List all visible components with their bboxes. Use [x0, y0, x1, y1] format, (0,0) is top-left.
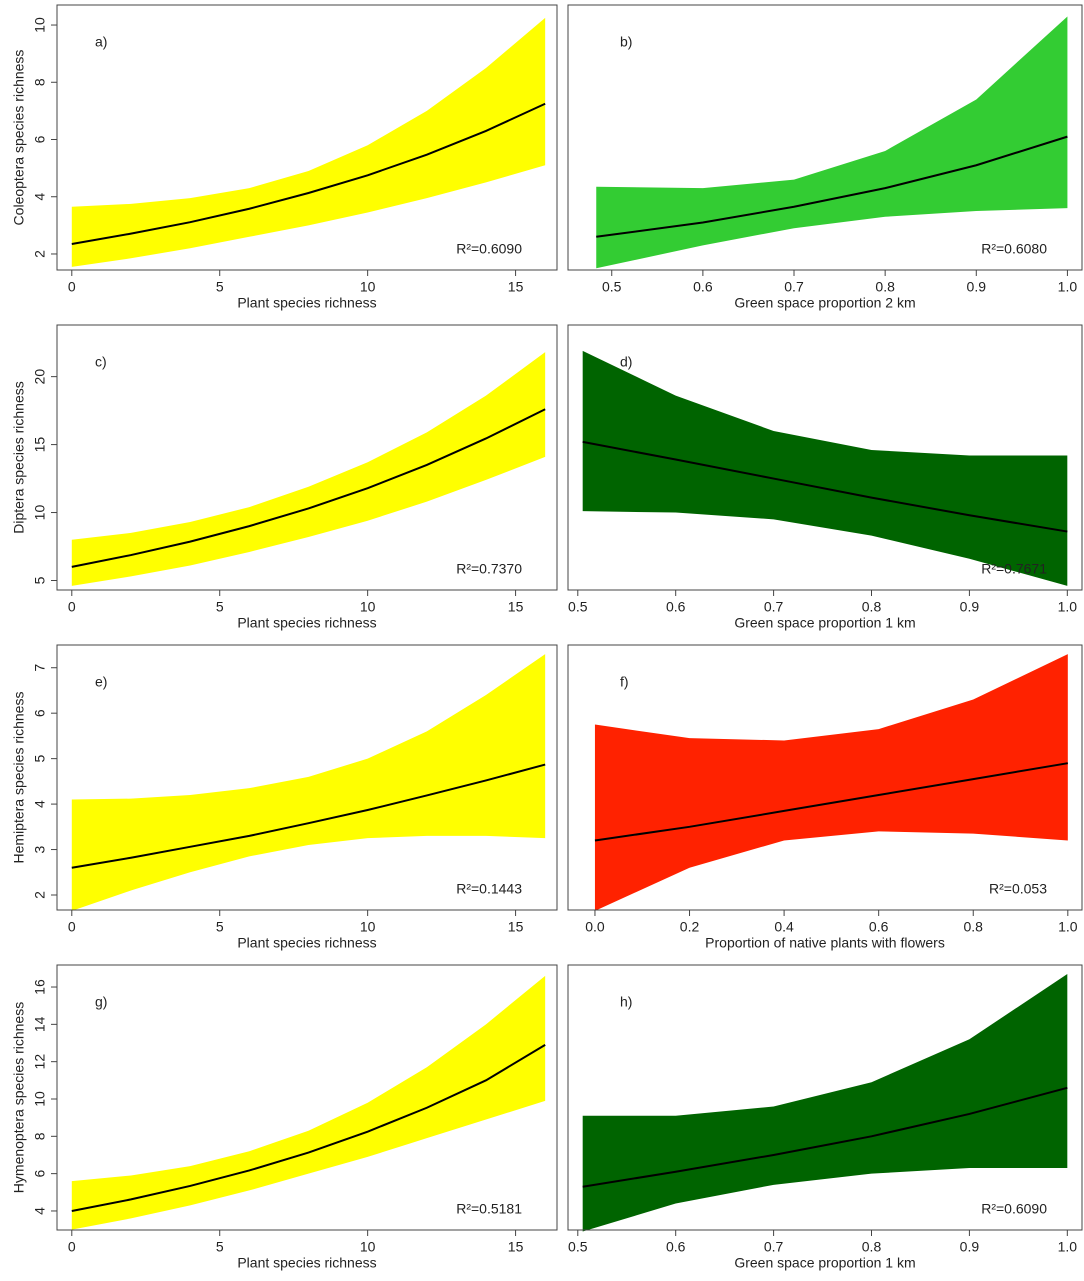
x-tick-label: 0.8 — [862, 599, 882, 615]
x-tick-label: 0.9 — [960, 599, 980, 615]
y-tick-label: 16 — [32, 979, 48, 995]
x-tick-label: 15 — [508, 279, 524, 295]
x-tick-label: 0 — [68, 919, 76, 935]
x-tick-label: 0.6 — [869, 919, 889, 935]
x-tick-label: 10 — [360, 599, 376, 615]
y-tick-label: 6 — [32, 1170, 48, 1178]
r-squared: R²=0.7671 — [981, 561, 1047, 577]
x-tick-label: 0.4 — [774, 919, 794, 935]
confidence-band — [72, 352, 545, 586]
y-tick-label: 15 — [32, 437, 48, 453]
figure: 0 5 10 15 Plant species richness 2 4 6 8 10 Coleop… — [0, 0, 1084, 1281]
r-squared: R²=0.6080 — [981, 241, 1047, 257]
x-axis-label: Green space proportion 1 km — [734, 1255, 915, 1271]
x-tick-label: 0.9 — [960, 1239, 980, 1255]
x-tick-label: 0.8 — [875, 279, 895, 295]
x-tick-label: 15 — [508, 1239, 524, 1255]
x-tick-label: 10 — [360, 1239, 376, 1255]
x-tick-label: 0.5 — [568, 599, 588, 615]
panel-label: e) — [95, 674, 107, 690]
y-tick-label: 7 — [32, 664, 48, 672]
x-tick-label: 1.0 — [1058, 279, 1078, 295]
x-tick-label: 5 — [216, 279, 224, 295]
x-tick-label: 0.8 — [964, 919, 984, 935]
panel-label: h) — [620, 994, 632, 1010]
y-tick-label: 10 — [32, 505, 48, 521]
panel-label: b) — [620, 34, 632, 50]
y-tick-label: 6 — [32, 709, 48, 717]
x-axis-label: Plant species richness — [237, 295, 376, 311]
confidence-band — [72, 18, 545, 267]
y-tick-label: 12 — [32, 1054, 48, 1070]
y-tick-label: 10 — [32, 1091, 48, 1107]
y-tick-label: 3 — [32, 845, 48, 853]
x-tick-label: 5 — [216, 1239, 224, 1255]
x-axis-label: Green space proportion 2 km — [734, 295, 915, 311]
confidence-band — [583, 974, 1068, 1232]
x-tick-label: 5 — [216, 599, 224, 615]
r-squared: R²=0.5181 — [456, 1201, 522, 1217]
y-tick-label: 20 — [32, 369, 48, 385]
x-tick-label: 0.7 — [764, 599, 784, 615]
r-squared: R²=0.1443 — [456, 881, 522, 897]
panel-label: d) — [620, 354, 632, 370]
x-axis-label: Plant species richness — [237, 1255, 376, 1271]
y-tick-label: 10 — [32, 17, 48, 33]
x-tick-label: 10 — [360, 919, 376, 935]
y-axis-label: Diptera species richness — [11, 381, 27, 534]
y-axis-label: Coleoptera species richness — [11, 50, 27, 226]
y-tick-label: 2 — [32, 891, 48, 899]
x-tick-label: 0.6 — [693, 279, 713, 295]
y-tick-label: 2 — [32, 250, 48, 258]
x-tick-label: 10 — [360, 279, 376, 295]
x-tick-label: 0.9 — [967, 279, 987, 295]
panel-label: g) — [95, 994, 107, 1010]
panel-label: c) — [95, 354, 107, 370]
x-tick-label: 1.0 — [1058, 919, 1078, 935]
x-tick-label: 1.0 — [1058, 599, 1078, 615]
x-tick-label: 1.0 — [1058, 1239, 1078, 1255]
x-tick-label: 0.6 — [666, 1239, 686, 1255]
confidence-band — [595, 654, 1068, 911]
r-squared: R²=0.053 — [989, 881, 1047, 897]
x-axis-label: Proportion of native plants with flowers — [705, 935, 945, 951]
y-tick-label: 4 — [32, 1207, 48, 1215]
x-axis-label: Green space proportion 1 km — [734, 615, 915, 631]
x-tick-label: 0.5 — [602, 279, 622, 295]
x-tick-label: 0.7 — [784, 279, 804, 295]
panel-label: a) — [95, 34, 107, 50]
confidence-band — [596, 16, 1067, 268]
panel-label: f) — [620, 674, 629, 690]
confidence-band — [72, 976, 545, 1230]
y-tick-label: 8 — [32, 1132, 48, 1140]
x-tick-label: 0 — [68, 1239, 76, 1255]
y-tick-label: 8 — [32, 78, 48, 86]
r-squared: R²=0.6090 — [981, 1201, 1047, 1217]
x-tick-label: 0.7 — [764, 1239, 784, 1255]
x-tick-label: 0.2 — [680, 919, 700, 935]
x-tick-label: 15 — [508, 919, 524, 935]
x-tick-label: 0 — [68, 599, 76, 615]
y-tick-label: 5 — [32, 755, 48, 763]
x-axis-label: Plant species richness — [237, 935, 376, 951]
y-axis-label: Hemiptera species richness — [11, 692, 27, 864]
x-tick-label: 0.5 — [568, 1239, 588, 1255]
x-tick-label: 0.8 — [862, 1239, 882, 1255]
confidence-band — [583, 351, 1068, 586]
y-tick-label: 14 — [32, 1016, 48, 1032]
r-squared: R²=0.7370 — [456, 561, 522, 577]
y-tick-label: 4 — [32, 800, 48, 808]
y-tick-label: 5 — [32, 576, 48, 584]
x-tick-label: 0 — [68, 279, 76, 295]
x-tick-label: 15 — [508, 599, 524, 615]
x-axis-label: Plant species richness — [237, 615, 376, 631]
y-tick-label: 4 — [32, 193, 48, 201]
x-tick-label: 0.0 — [585, 919, 605, 935]
r-squared: R²=0.6090 — [456, 241, 522, 257]
x-tick-label: 5 — [216, 919, 224, 935]
y-axis-label: Hymenoptera species richness — [11, 1002, 27, 1193]
x-tick-label: 0.6 — [666, 599, 686, 615]
y-tick-label: 6 — [32, 135, 48, 143]
